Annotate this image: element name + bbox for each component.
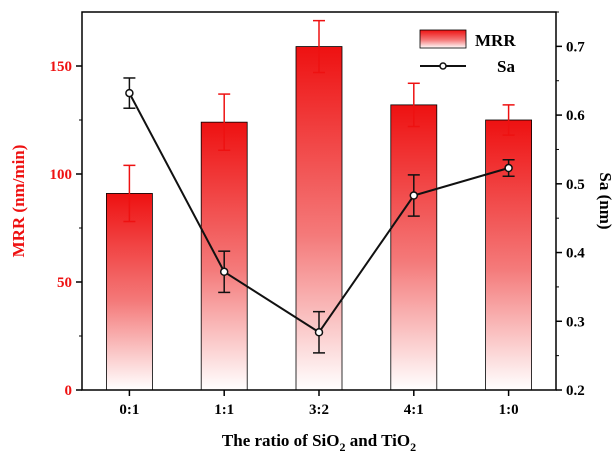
right-tick-label-2: 0.4 — [566, 246, 585, 262]
x-tick-label-3: 4:1 — [404, 402, 424, 418]
mrr-bar-0 — [106, 193, 153, 391]
right-tick-label-0: 0.2 — [566, 383, 585, 399]
x-tick-label-0: 0:1 — [119, 402, 139, 418]
legend: MRR Sa — [419, 29, 516, 76]
sa-point-0 — [125, 88, 134, 98]
legend-mrr-label: MRR — [475, 31, 516, 50]
sa-point-4 — [504, 163, 513, 173]
left-axis-title: MRR (nm/min) — [9, 145, 28, 258]
bar-error-bars — [123, 19, 515, 223]
left-tick-label-0: 0 — [65, 383, 73, 399]
mrr-bar-3 — [390, 104, 438, 391]
sa-point-1 — [219, 267, 229, 277]
legend-sa-label: Sa — [497, 57, 515, 76]
x-tick-label-4: 1:0 — [499, 402, 519, 418]
ticks-layer: 0 50 100 150 0.2 0.3 0.4 0.5 0.6 0.7 0:1 1:1 3:2 4:1 1… — [50, 11, 585, 418]
x-tick-label-1: 1:1 — [214, 402, 234, 418]
legend-mrr-swatch — [419, 29, 467, 49]
right-tick-label-3: 0.5 — [566, 177, 585, 193]
right-tick-label-1: 0.3 — [566, 314, 585, 330]
x-axis-title: The ratio of SiO2 and TiO2 — [222, 431, 416, 454]
sa-point-3 — [409, 191, 419, 200]
legend-sa-marker — [439, 62, 447, 70]
right-axis-title: Sa (nm) — [596, 172, 615, 229]
left-tick-label-2: 100 — [50, 167, 73, 183]
sa-line-layer — [123, 77, 515, 354]
sa-point-2 — [314, 328, 324, 337]
left-tick-label-3: 150 — [50, 59, 73, 75]
right-tick-label-5: 0.7 — [566, 39, 585, 55]
x-tick-label-2: 3:2 — [309, 402, 329, 418]
left-tick-label-1: 50 — [57, 275, 72, 291]
right-tick-label-4: 0.6 — [566, 108, 585, 124]
